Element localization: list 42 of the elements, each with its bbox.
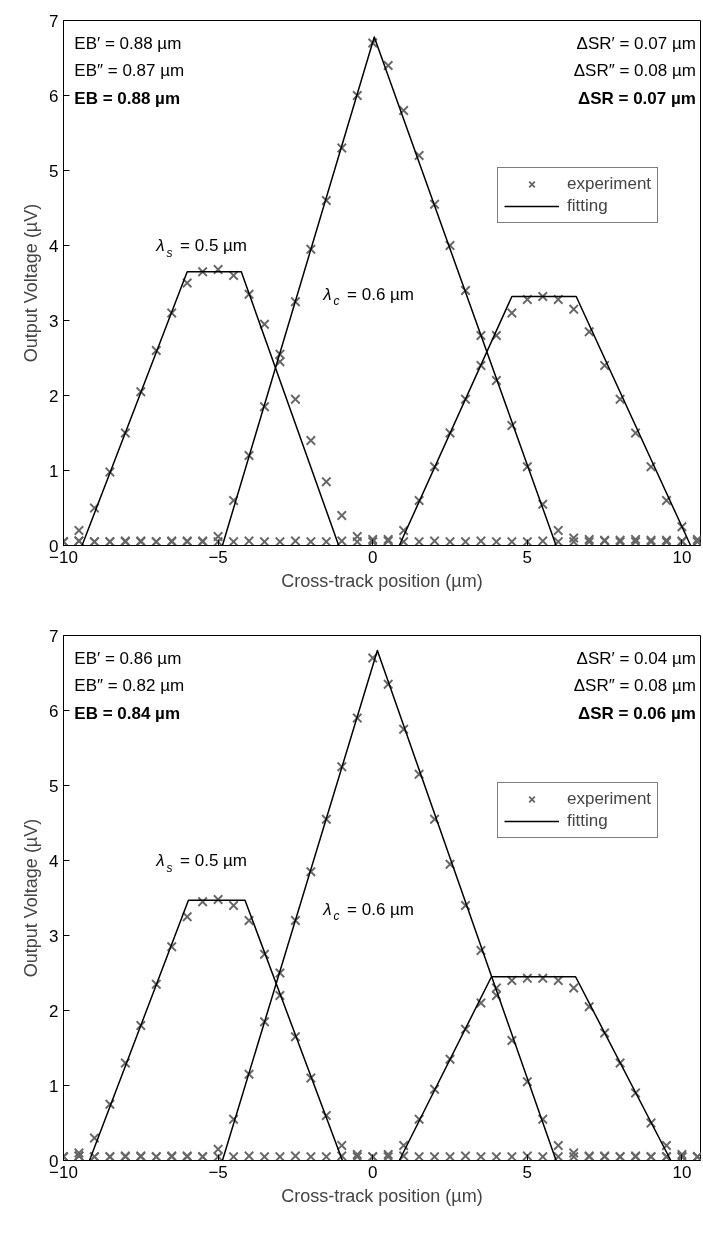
y-axis-title: Output Voltage (µV) [21, 818, 42, 978]
annotation: EB = 0.84 µm [74, 704, 181, 723]
y-tick-label: 4 [49, 236, 59, 256]
y-tick-label: 1 [49, 461, 59, 481]
annotation: ΔSR″ = 0.08 µm [573, 61, 696, 81]
x-axis-title: Cross-track position (µm) [281, 570, 483, 591]
legend-label: experiment [567, 789, 652, 809]
legend-label: fitting [567, 196, 608, 216]
y-tick-label: 5 [49, 161, 59, 181]
x-tick-label: 5 [522, 1162, 533, 1182]
annotation: EB′ = 0.86 µm [74, 648, 182, 668]
y-tick-label: 3 [49, 311, 59, 331]
legend-label: fitting [567, 811, 608, 831]
y-tick-label: 6 [49, 86, 59, 106]
annotation: ΔSR′ = 0.04 µm [576, 648, 696, 668]
x-tick-label: −5 [208, 547, 228, 567]
y-tick-label: 2 [49, 1001, 59, 1021]
annotation: EB′ = 0.88 µm [74, 33, 182, 53]
y-tick-label: 2 [49, 386, 59, 406]
annotation: ΔSR = 0.06 µm [577, 704, 696, 723]
x-axis-title: Cross-track position (µm) [281, 1185, 483, 1206]
y-tick-label: 6 [49, 701, 59, 721]
y-tick-label: 7 [49, 11, 59, 31]
x-tick-label: 10 [672, 1162, 692, 1182]
annotation: ΔSR″ = 0.08 µm [573, 676, 696, 696]
y-tick-label: 4 [49, 851, 59, 871]
annotation: ΔSR′ = 0.07 µm [576, 33, 696, 53]
y-tick-label: 7 [49, 626, 59, 646]
y-axis-title: Output Voltage (µV) [21, 203, 42, 363]
x-tick-label: 5 [522, 547, 533, 567]
x-tick-label: 0 [368, 547, 378, 567]
x-tick-label: 10 [672, 547, 692, 567]
annotation: ΔSR = 0.07 µm [577, 89, 696, 108]
x-tick-label: 0 [368, 1162, 378, 1182]
y-tick-label: 1 [49, 1076, 59, 1096]
legend-label: experiment [567, 174, 652, 194]
annotation: EB = 0.88 µm [74, 89, 181, 108]
annotation: EB″ = 0.87 µm [74, 61, 185, 81]
annotation: EB″ = 0.82 µm [74, 676, 185, 696]
y-tick-label: 3 [49, 926, 59, 946]
x-tick-label: −5 [208, 1162, 228, 1182]
y-tick-label: 5 [49, 776, 59, 796]
